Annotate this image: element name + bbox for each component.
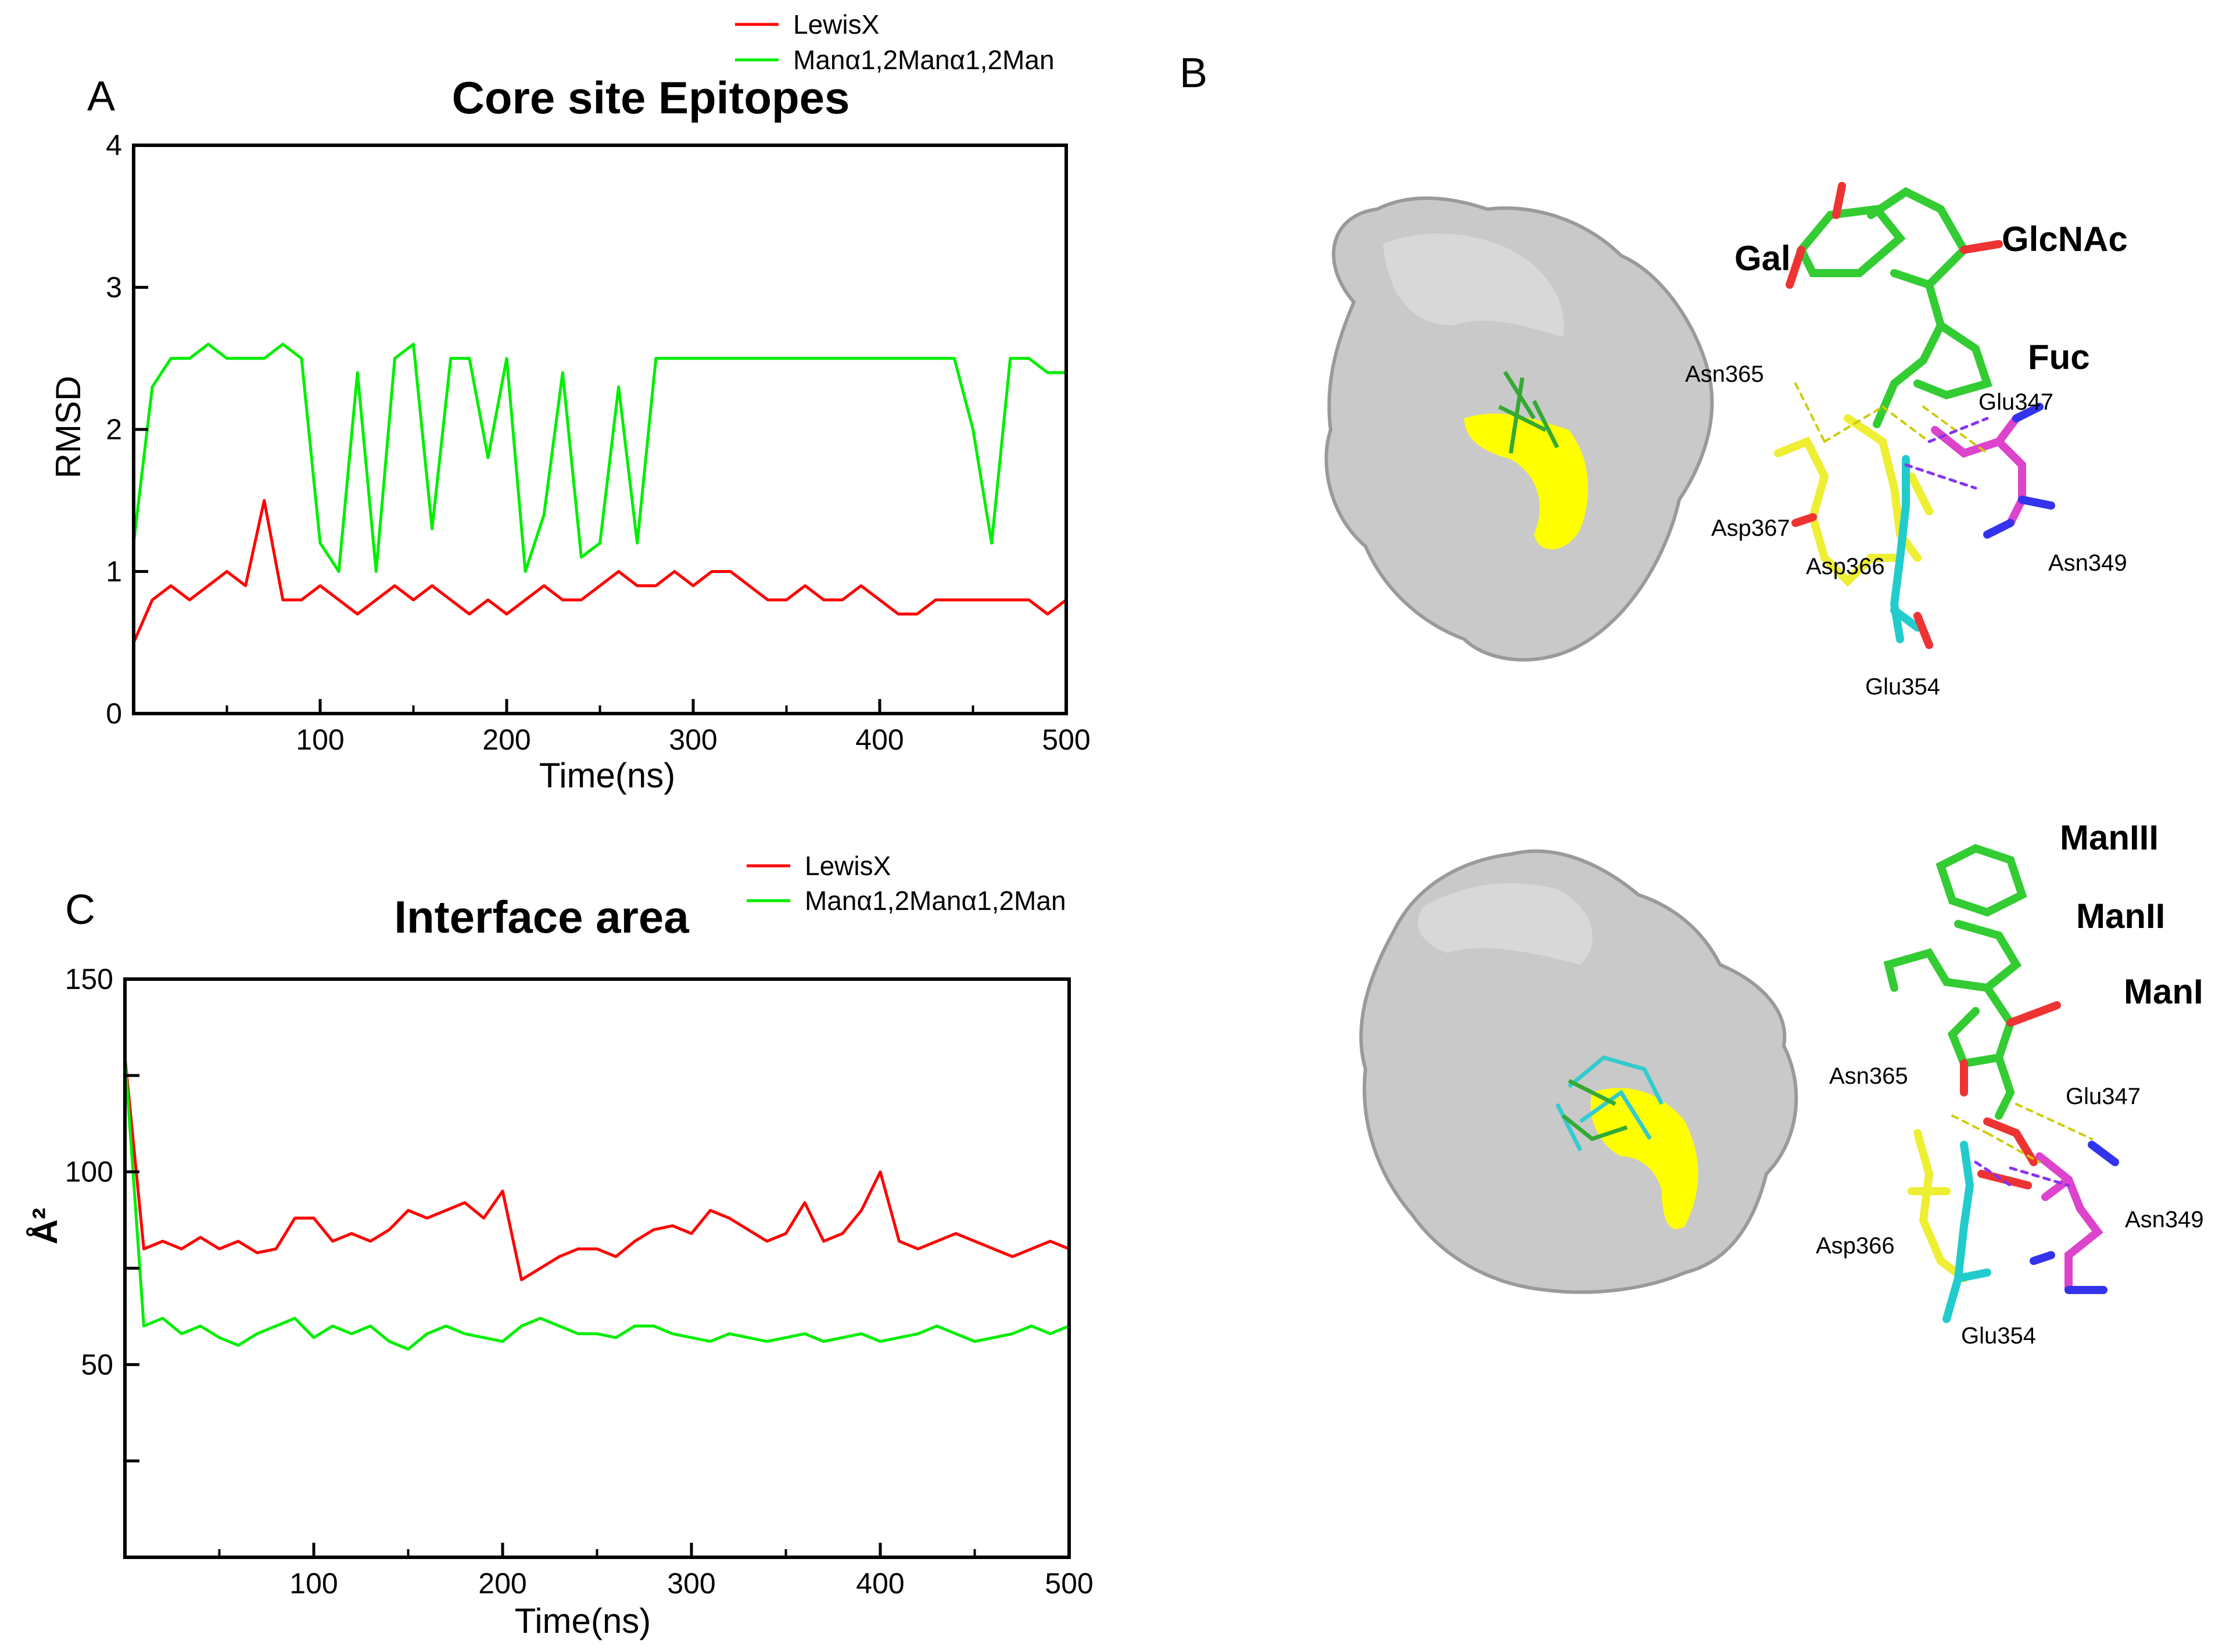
ligand-sticks-bottom [1883,844,2119,1323]
residue-label-asn349-bottom: Asn349 [2125,1207,2204,1232]
chart-c-ylabel: Å² [26,1207,64,1244]
chart-a-xlabel: Time(ns) [539,756,675,795]
chart-c-xtick-label: 500 [1045,1567,1093,1600]
chart-c-ytick-label: 50 [81,1348,113,1381]
legend-label-man: Manα1,2Manα1,2Man [793,45,1055,75]
chart-a-xtick-label: 100 [296,723,344,756]
surface-highlight-bottom [1418,883,1593,965]
ligand-sticks-top [1774,182,2055,649]
residue-label-asp367-top: Asp367 [1711,515,1790,541]
surface-highlight-top [1383,233,1564,337]
chart-a-legend: LewisX Manα1,2Manα1,2Man [735,9,1055,75]
chart-a-title: Core site Epitopes [452,72,850,123]
chart-a-ytick-label: 1 [106,556,122,588]
sugar-label-manii: ManII [2076,897,2165,936]
residue-label-asn349-top: Asn349 [2048,550,2127,576]
chart-a-xtick-label: 300 [669,723,717,756]
chart-c-series-lewisx [123,1056,1070,1281]
binding-site-top [1464,413,1589,550]
legend-label-lewisx-c: LewisX [805,851,891,881]
sugar-label-maniii: ManIII [2060,818,2159,857]
chart-c-series-man [123,1056,1070,1351]
chart-c-xtick-label: 300 [667,1567,715,1600]
ligand-in-site-top [1498,371,1560,454]
chart-a-xtick-label: 400 [855,723,904,756]
panel-c-letter: C [65,887,95,933]
labels-bottom: ManIII ManII ManI Asn365 Glu347 Asp366 A… [1816,818,2204,1349]
chart-a-ytick-label: 0 [106,697,122,730]
chart-a-ytick-label: 2 [106,413,122,446]
chart-c: C Interface area LewisX Manα1,2Manα1,2Ma… [26,851,1094,1640]
sugar-label-glcnac: GlcNAc [2002,220,2128,259]
chart-c-ytick-label: 150 [65,963,113,995]
residue-label-asn365-bottom: Asn365 [1829,1063,1908,1089]
chart-a-xtick-label: 500 [1042,723,1090,756]
chart-c-title: Interface area [394,891,689,943]
legend-label-man-c: Manα1,2Manα1,2Man [805,886,1066,916]
chart-a-series-man [132,342,1066,573]
sugar-label-fuc: Fuc [2028,338,2090,377]
chart-c-frame [123,977,1071,1559]
sugar-label-gal: Gal [1734,239,1791,278]
panel-b-letter: B [1180,50,1207,96]
residue-label-asp366-bottom: Asp366 [1816,1233,1895,1259]
legend-label-lewisx: LewisX [793,9,879,40]
chart-c-plot-area: 100 200 300 400 500 50 100 150 [65,963,1094,1600]
ligand-in-site-bottom [1555,1055,1664,1152]
chart-c-ytick-label: 100 [65,1156,113,1188]
chart-c-xtick-label: 400 [856,1567,904,1600]
chart-a-series-lewisx [132,499,1067,643]
chart-a-frame [132,144,1068,715]
residue-label-glu354-bottom: Glu354 [1961,1323,2036,1349]
residue-label-glu354-top: Glu354 [1865,674,1940,700]
chart-a: A Core site Epitopes LewisX Manα1,2Manα1… [49,9,1091,795]
chart-a-ylabel: RMSD [49,376,88,479]
chart-a-ytick-label: 3 [106,271,122,304]
residue-label-asp366-top: Asp366 [1806,554,1885,579]
panel-b: B Gal GlcNAc Fuc [1180,50,2204,1349]
protein-surface-top [1324,196,1714,662]
chart-c-xtick-label: 100 [289,1567,338,1600]
residue-label-glu347-top: Glu347 [1978,389,2053,415]
chart-c-xtick-label: 200 [478,1567,526,1600]
residue-label-asn365-top: Asn365 [1685,361,1764,387]
chart-c-xlabel: Time(ns) [515,1601,651,1640]
chart-c-legend: LewisX Manα1,2Manα1,2Man [747,851,1066,916]
sugar-label-mani: ManI [2124,972,2203,1011]
labels-top: Gal GlcNAc Fuc Asn365 Glu347 Asp367 Asp3… [1685,220,2128,700]
chart-a-ytick-label: 4 [106,129,122,162]
chart-a-plot-area: 100 200 300 400 500 0 1 2 3 4 [106,129,1091,756]
panel-a-letter: A [87,73,115,120]
residue-label-glu347-bottom: Glu347 [2066,1084,2141,1109]
binding-site-bottom [1590,1088,1698,1230]
protein-surface-bottom [1359,849,1798,1294]
chart-a-xtick-label: 200 [482,723,531,756]
